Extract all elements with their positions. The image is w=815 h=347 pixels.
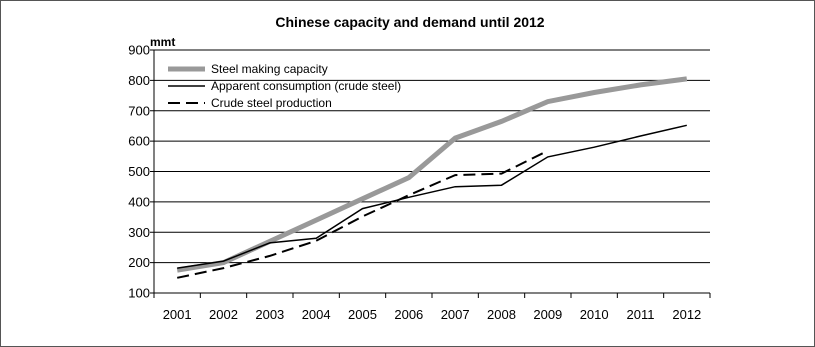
x-tick-2002: 2002 xyxy=(209,307,238,322)
series-line-2 xyxy=(176,149,549,279)
axes xyxy=(150,49,711,298)
gridlines xyxy=(154,49,710,264)
x-tick-2004: 2004 xyxy=(302,307,331,322)
x-tick-labels: 2001 2002 2003 2004 2005 2006 2007 2008 2009 2010… xyxy=(163,307,702,322)
legend: Steel making capacity Apparent consumptio… xyxy=(168,62,401,110)
y-tick-400: 400 xyxy=(128,194,150,209)
x-tick-2009: 2009 xyxy=(533,307,562,322)
y-tick-600: 600 xyxy=(128,134,150,149)
y-tick-300: 300 xyxy=(128,225,150,240)
series-line-1 xyxy=(177,124,687,269)
y-tick-700: 700 xyxy=(128,103,150,118)
x-tick-2008: 2008 xyxy=(487,307,516,322)
x-tick-2007: 2007 xyxy=(441,307,470,322)
legend-label-2: Crude steel production xyxy=(211,96,332,110)
x-tick-2003: 2003 xyxy=(255,307,284,322)
x-tick-2001: 2001 xyxy=(163,307,192,322)
y-tick-labels: 100 200 300 400 500 600 700 800 900 xyxy=(128,43,150,301)
y-tick-800: 800 xyxy=(128,73,150,88)
series-lines xyxy=(176,76,688,279)
y-tick-100: 100 xyxy=(128,286,150,301)
x-tick-2010: 2010 xyxy=(580,307,609,322)
x-tick-2005: 2005 xyxy=(348,307,377,322)
legend-label-0: Steel making capacity xyxy=(211,62,328,76)
y-tick-900: 900 xyxy=(128,43,150,58)
series-line-0 xyxy=(176,76,688,273)
legend-label-1: Apparent consumption (crude steel) xyxy=(211,79,401,93)
x-tick-2012: 2012 xyxy=(672,307,701,322)
x-tick-2006: 2006 xyxy=(394,307,423,322)
y-tick-200: 200 xyxy=(128,255,150,270)
y-tick-500: 500 xyxy=(128,164,150,179)
x-tick-2011: 2011 xyxy=(627,307,655,322)
chart-title: Chinese capacity and demand until 2012 xyxy=(275,14,544,30)
y-axis-unit-label: mmt xyxy=(150,35,175,49)
